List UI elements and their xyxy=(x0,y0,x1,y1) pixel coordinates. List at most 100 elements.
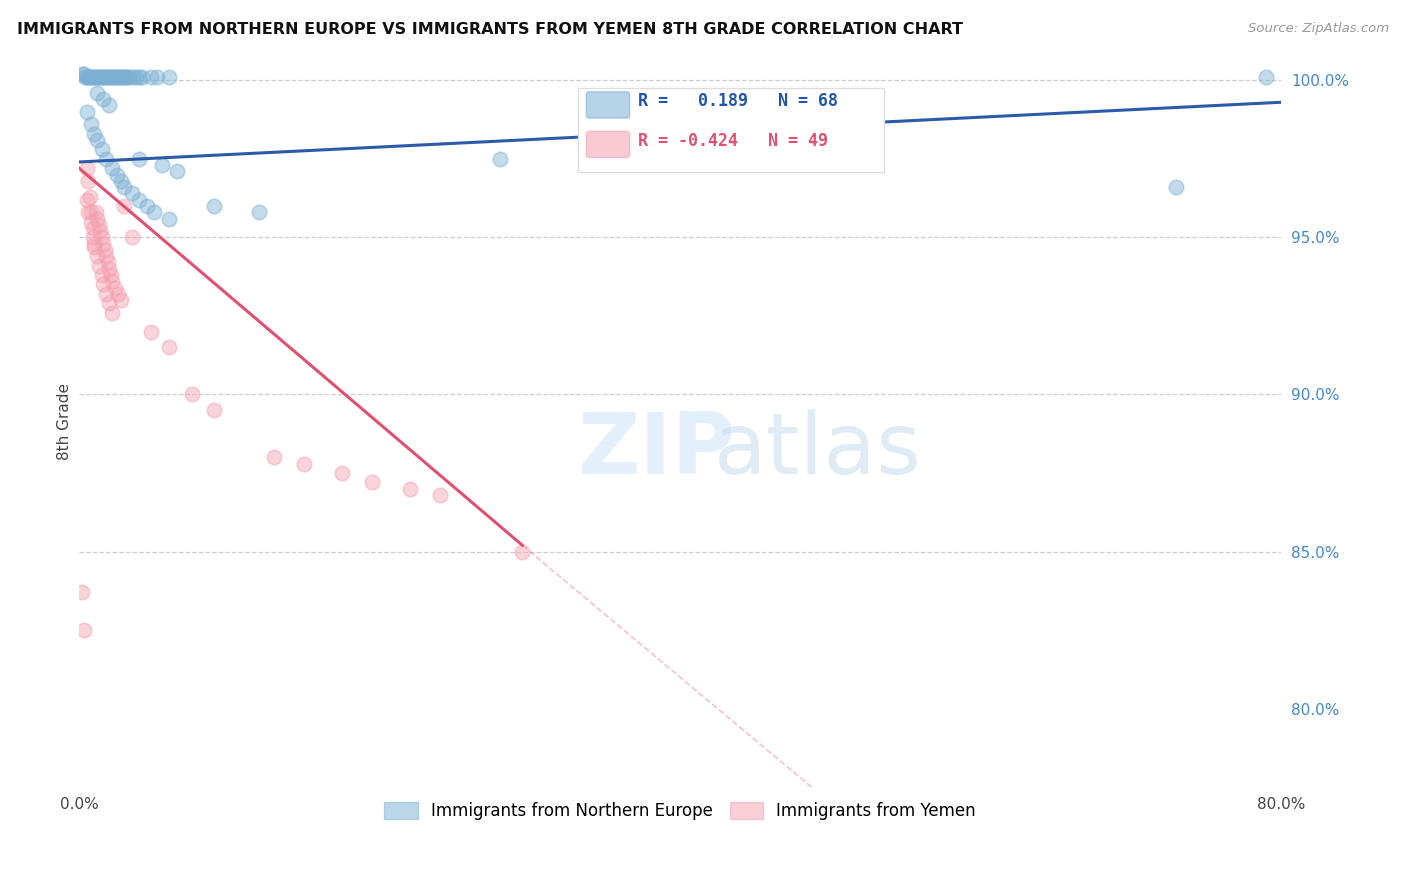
Point xyxy=(76,161,98,176)
Point xyxy=(96,70,118,84)
Point xyxy=(157,340,180,354)
Point xyxy=(202,403,225,417)
Point xyxy=(90,230,112,244)
Point xyxy=(714,95,737,110)
Point xyxy=(330,466,353,480)
Point xyxy=(80,70,103,84)
Point xyxy=(98,261,121,276)
Point xyxy=(361,475,384,490)
Text: R = -0.424   N = 49: R = -0.424 N = 49 xyxy=(638,132,828,150)
Legend: Immigrants from Northern Europe, Immigrants from Yemen: Immigrants from Northern Europe, Immigra… xyxy=(378,795,983,826)
FancyBboxPatch shape xyxy=(578,88,884,172)
Point xyxy=(91,92,114,106)
Point xyxy=(125,70,148,84)
Point xyxy=(87,70,110,84)
Point xyxy=(98,70,121,84)
Point xyxy=(86,211,108,226)
Point xyxy=(115,70,138,84)
Point xyxy=(72,67,94,81)
Point xyxy=(83,236,105,251)
Point xyxy=(86,70,108,84)
Point xyxy=(87,259,110,273)
Point xyxy=(157,211,180,226)
Point xyxy=(294,457,316,471)
Point xyxy=(101,70,124,84)
Point xyxy=(70,585,93,599)
Point xyxy=(84,205,107,219)
Point xyxy=(86,133,108,147)
Point xyxy=(76,104,98,119)
Point xyxy=(110,293,132,308)
Point xyxy=(141,70,163,84)
Point xyxy=(93,70,115,84)
Point xyxy=(97,255,120,269)
Point xyxy=(122,70,145,84)
Point xyxy=(80,205,103,219)
Point xyxy=(83,127,105,141)
Point xyxy=(101,274,124,288)
Point xyxy=(91,70,114,84)
Point xyxy=(93,243,115,257)
Point xyxy=(157,70,180,84)
Text: atlas: atlas xyxy=(714,409,922,491)
Point xyxy=(112,70,135,84)
Point xyxy=(96,286,118,301)
Point xyxy=(82,70,104,84)
Point xyxy=(249,205,271,219)
FancyBboxPatch shape xyxy=(586,92,630,118)
Point xyxy=(82,221,104,235)
FancyBboxPatch shape xyxy=(586,131,630,158)
Point xyxy=(108,70,131,84)
Y-axis label: 8th Grade: 8th Grade xyxy=(58,383,72,459)
Point xyxy=(166,164,188,178)
Point xyxy=(104,70,127,84)
Point xyxy=(128,193,150,207)
Point xyxy=(111,70,134,84)
Point xyxy=(101,161,124,176)
Point xyxy=(90,268,112,282)
Point xyxy=(112,199,135,213)
Point xyxy=(72,623,94,637)
Point xyxy=(141,325,163,339)
Point xyxy=(83,240,105,254)
Point xyxy=(84,70,107,84)
Point xyxy=(80,214,103,228)
Point xyxy=(77,70,100,84)
Point xyxy=(110,70,132,84)
Point xyxy=(89,70,111,84)
Point xyxy=(143,205,166,219)
Point xyxy=(103,70,125,84)
Point xyxy=(135,199,157,213)
Point xyxy=(86,86,108,100)
Point xyxy=(91,236,114,251)
Point xyxy=(105,70,128,84)
Point xyxy=(101,306,124,320)
Point xyxy=(121,230,143,244)
Point xyxy=(77,205,100,219)
Point xyxy=(83,70,105,84)
Point xyxy=(118,70,141,84)
Point xyxy=(80,117,103,131)
Point xyxy=(89,224,111,238)
Point xyxy=(263,450,285,465)
Point xyxy=(79,70,101,84)
Point xyxy=(97,70,120,84)
Point xyxy=(104,280,127,294)
Point xyxy=(1164,180,1187,194)
Point xyxy=(76,193,98,207)
Point xyxy=(131,70,153,84)
Point xyxy=(98,98,121,112)
Point xyxy=(398,482,420,496)
Point xyxy=(150,158,173,172)
Point xyxy=(90,142,112,156)
Point xyxy=(98,296,121,310)
Point xyxy=(82,230,104,244)
Point xyxy=(110,174,132,188)
Text: IMMIGRANTS FROM NORTHERN EUROPE VS IMMIGRANTS FROM YEMEN 8TH GRADE CORRELATION C: IMMIGRANTS FROM NORTHERN EUROPE VS IMMIG… xyxy=(17,22,963,37)
Point xyxy=(96,249,118,263)
Point xyxy=(79,189,101,203)
Point xyxy=(77,174,100,188)
Point xyxy=(100,268,122,282)
Point xyxy=(128,152,150,166)
Point xyxy=(121,186,143,201)
